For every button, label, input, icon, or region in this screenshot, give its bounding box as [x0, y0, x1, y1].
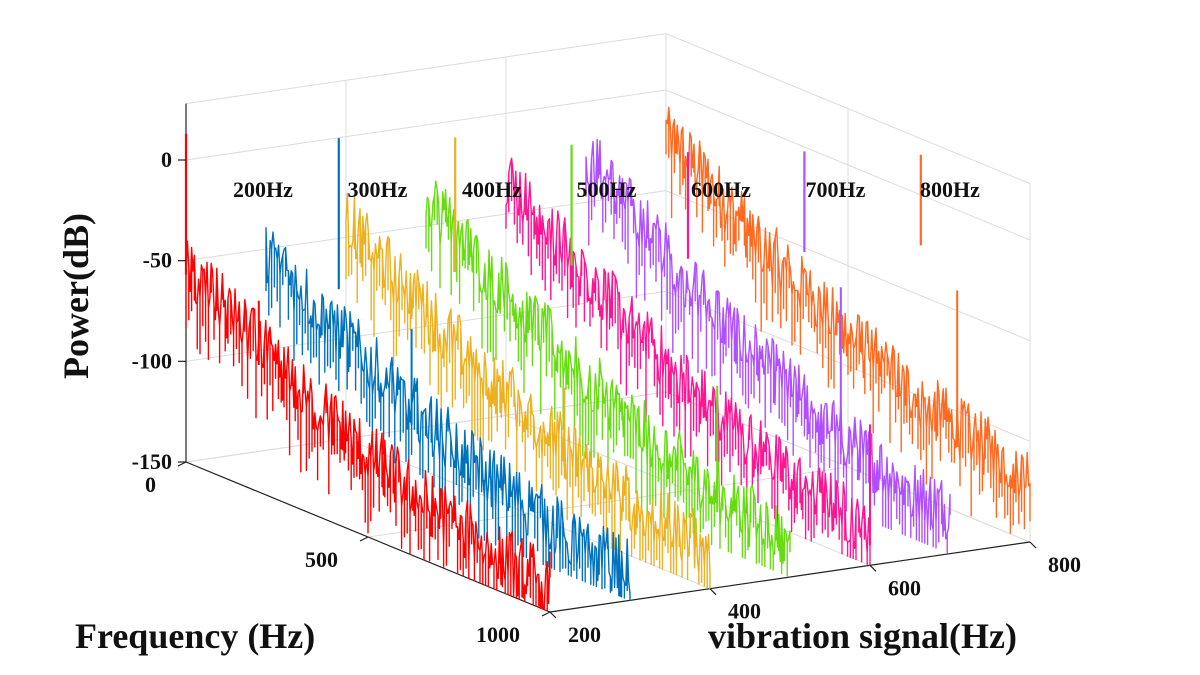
x-tick-label: 1000	[476, 622, 520, 647]
y-tick-label: 800	[1048, 552, 1081, 577]
series-layer	[184, 106, 1031, 612]
series-line	[265, 227, 631, 601]
series-annotation: 700Hz	[806, 177, 866, 202]
z-tick-label: 0	[161, 147, 172, 172]
series-line	[585, 138, 951, 554]
series-line	[505, 157, 871, 566]
y-tick-mark	[709, 588, 717, 596]
y-tick-label: 400	[728, 599, 761, 624]
x-tick-mark	[541, 611, 551, 617]
x-tick-label: 500	[305, 547, 338, 572]
x-tick-mark	[177, 461, 187, 467]
series-annotation: 600Hz	[691, 177, 751, 202]
z-axis-label: Power(dB)	[56, 213, 96, 379]
series-annotation: 200Hz	[233, 177, 293, 202]
series-annotation: 500Hz	[577, 177, 637, 202]
z-tick-label: -50	[143, 248, 172, 273]
y-tick-mark	[869, 564, 877, 572]
grid-line	[185, 290, 667, 362]
series-line	[185, 240, 551, 612]
x-tick-mark	[359, 536, 369, 542]
grid-line	[185, 33, 667, 105]
z-tick-label: -100	[132, 348, 172, 373]
y-axis-label: vibration signal(Hz)	[708, 616, 1017, 656]
y-tick-mark	[549, 611, 557, 619]
series-annotation: 300Hz	[348, 177, 408, 202]
y-tick-label: 600	[888, 575, 921, 600]
y-tick-label: 200	[568, 622, 601, 647]
z-tick-label: -150	[132, 449, 172, 474]
series-annotation: 400Hz	[462, 177, 522, 202]
grid-line	[367, 466, 849, 538]
series-annotation: 800Hz	[920, 177, 980, 202]
x-tick-label: 0	[145, 472, 156, 497]
grid-line	[185, 89, 667, 161]
y-tick-mark	[1029, 541, 1037, 549]
x-axis-label: Frequency (Hz)	[75, 616, 315, 656]
series-line	[345, 192, 711, 590]
annotation-layer: 200Hz 300Hz 400Hz 500Hz 600Hz 700Hz 800Hz	[233, 177, 980, 202]
series-line	[665, 106, 1031, 534]
grid-line	[665, 33, 1031, 185]
